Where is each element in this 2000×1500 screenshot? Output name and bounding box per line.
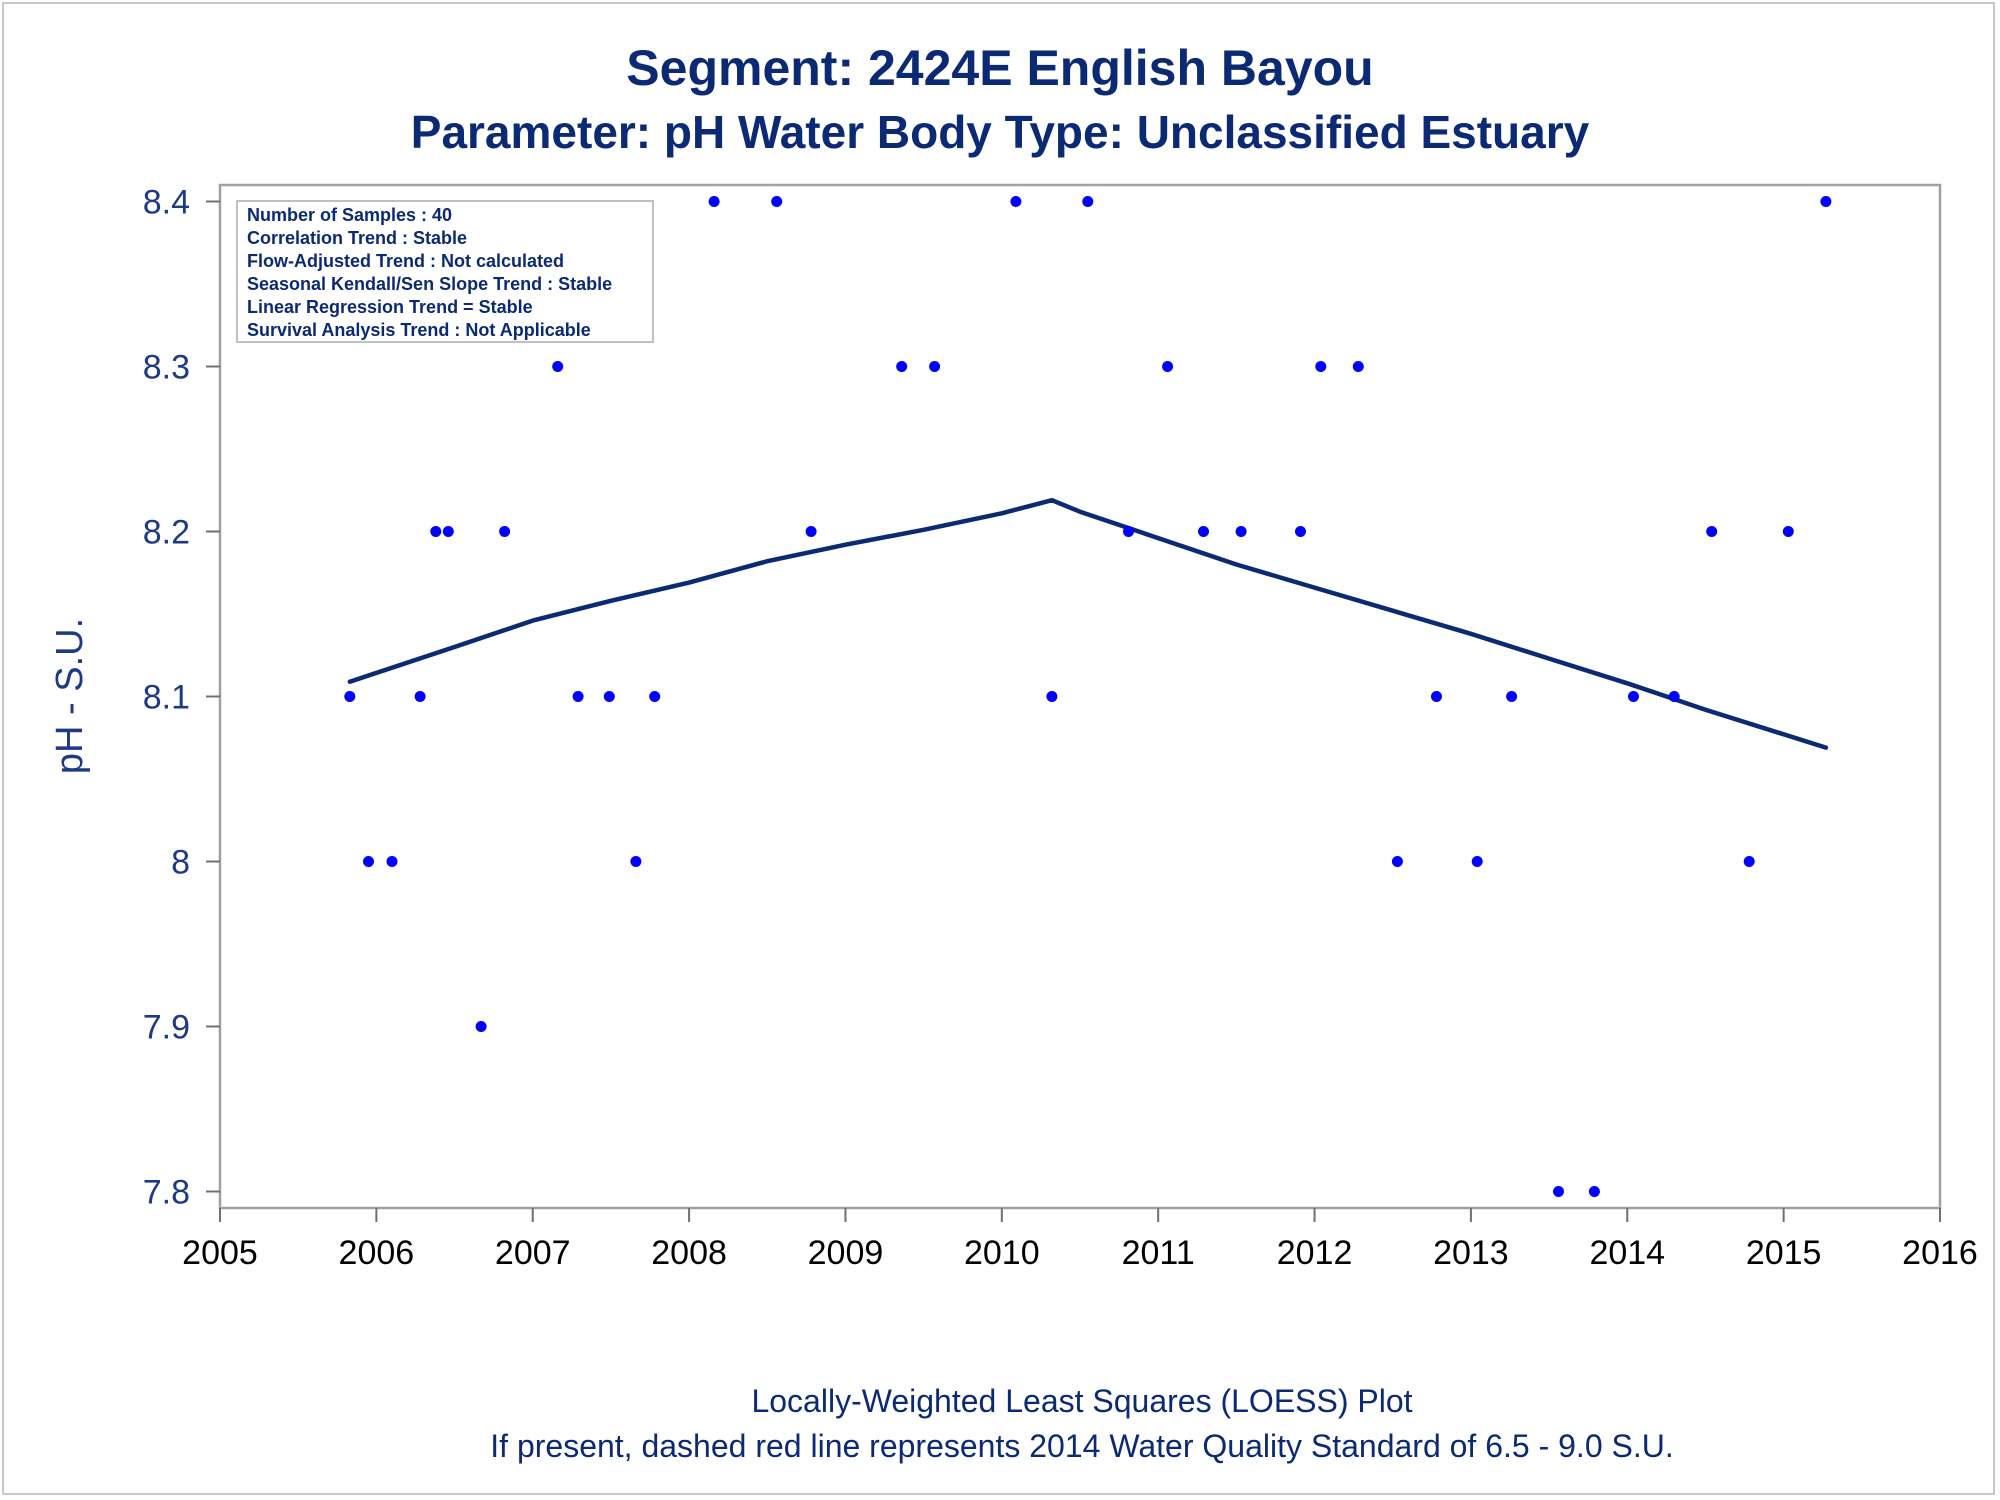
data-point xyxy=(1820,196,1832,207)
y-tick-label: 7.8 xyxy=(143,1174,190,1212)
stats-legend: Number of Samples : 40 Correlation Trend… xyxy=(236,200,654,343)
data-point xyxy=(552,361,564,372)
legend-line-linear-regression: Linear Regression Trend = Stable xyxy=(247,297,533,317)
y-axis: 7.8 7.9 8 8.1 8.2 8.3 8.4 xyxy=(143,184,220,1212)
legend-line-survival: Survival Analysis Trend : Not Applicable xyxy=(247,320,591,340)
data-point xyxy=(572,691,584,702)
legend-line-correlation: Correlation Trend : Stable xyxy=(247,228,467,248)
data-point xyxy=(414,691,426,702)
data-point xyxy=(1352,361,1364,372)
data-point xyxy=(603,691,615,702)
footnote-standard: If present, dashed red line represents 2… xyxy=(490,1428,1673,1464)
data-point xyxy=(1431,691,1442,702)
data-point xyxy=(1782,526,1794,537)
legend-line-samples: Number of Samples : 40 xyxy=(247,205,452,225)
data-point xyxy=(1391,856,1403,867)
data-point xyxy=(1315,361,1327,372)
data-point xyxy=(1471,856,1483,867)
x-tick-label: 2007 xyxy=(495,1234,571,1272)
y-axis-label: pH - S.U. xyxy=(49,618,91,774)
data-point xyxy=(1628,691,1639,702)
x-tick-label: 2005 xyxy=(182,1234,258,1272)
data-point xyxy=(363,856,374,867)
x-tick-label: 2010 xyxy=(964,1234,1040,1272)
chart-title: Segment: 2424E English Bayou xyxy=(626,40,1373,96)
data-point xyxy=(386,856,398,867)
data-point xyxy=(1588,1186,1600,1197)
loess-line-series xyxy=(347,497,1829,750)
y-tick-label: 8.1 xyxy=(143,679,190,717)
data-point xyxy=(1553,1186,1564,1197)
x-tick-label: 2013 xyxy=(1433,1234,1509,1272)
data-point xyxy=(1010,196,1022,207)
data-point xyxy=(630,856,642,867)
data-point xyxy=(708,196,720,207)
y-tick-label: 8.4 xyxy=(143,184,190,222)
data-point xyxy=(475,1021,487,1032)
data-point xyxy=(649,691,661,702)
data-point xyxy=(1668,691,1680,702)
data-point xyxy=(1046,691,1058,702)
x-tick-label: 2016 xyxy=(1902,1234,1978,1272)
x-tick-label: 2014 xyxy=(1589,1234,1665,1272)
data-point xyxy=(1743,856,1755,867)
y-tick-label: 8.2 xyxy=(143,514,190,552)
data-point xyxy=(1295,526,1306,537)
data-point xyxy=(344,691,356,702)
x-tick-label: 2015 xyxy=(1746,1234,1822,1272)
data-point xyxy=(896,361,908,372)
data-point xyxy=(805,526,817,537)
x-tick-label: 2008 xyxy=(651,1234,727,1272)
legend-line-flow-adjusted: Flow-Adjusted Trend : Not calculated xyxy=(247,251,564,271)
data-point xyxy=(430,526,442,537)
data-point xyxy=(929,361,941,372)
data-point xyxy=(499,526,511,537)
data-point xyxy=(1235,526,1247,537)
y-tick-label: 7.9 xyxy=(143,1009,190,1047)
data-point xyxy=(771,196,783,207)
x-axis: 2005 2006 2007 2008 2009 2010 2011 2012 2013 2014… xyxy=(182,1208,1978,1272)
data-point xyxy=(1706,526,1718,537)
loess-trend-line xyxy=(347,497,1829,750)
x-tick-label: 2012 xyxy=(1277,1234,1353,1272)
data-point xyxy=(1082,196,1094,207)
data-point xyxy=(442,526,454,537)
x-tick-label: 2006 xyxy=(339,1234,415,1272)
x-tick-label: 2011 xyxy=(1122,1234,1195,1272)
legend-line-seasonal-kendall: Seasonal Kendall/Sen Slope Trend : Stabl… xyxy=(247,274,612,294)
x-tick-label: 2009 xyxy=(808,1234,884,1272)
chart-subtitle: Parameter: pH Water Body Type: Unclassif… xyxy=(411,106,1590,158)
data-point xyxy=(1162,361,1174,372)
y-tick-label: 8 xyxy=(171,844,190,882)
footnote-loess: Locally-Weighted Least Squares (LOESS) P… xyxy=(751,1383,1412,1419)
y-tick-label: 8.3 xyxy=(143,349,190,387)
stats-legend-box xyxy=(236,200,654,343)
data-point xyxy=(1198,526,1209,537)
sample-points-series xyxy=(344,196,1832,1197)
data-point xyxy=(1123,526,1134,537)
data-point xyxy=(1506,691,1518,702)
